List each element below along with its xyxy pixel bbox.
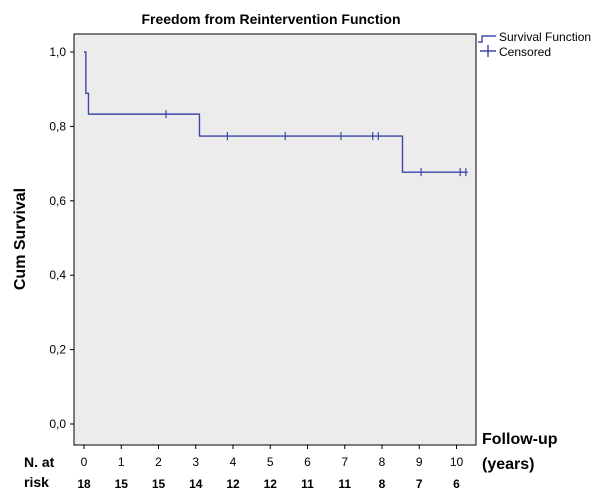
y-tick-label: 0,4 bbox=[49, 268, 66, 282]
x-axis: 0 1 2 3 4 5 6 7 8 9 10 bbox=[81, 445, 464, 469]
x-tick-label: 10 bbox=[450, 455, 464, 469]
chart-title: Freedom from Reintervention Function bbox=[141, 11, 400, 27]
risk-count: 8 bbox=[379, 477, 386, 490]
x-tick-label: 4 bbox=[230, 455, 237, 469]
risk-count: 18 bbox=[77, 477, 91, 490]
x-tick-label: 5 bbox=[267, 455, 274, 469]
series-layer bbox=[84, 51, 468, 177]
risk-count: 6 bbox=[453, 477, 460, 490]
x-axis-label-line1: Follow-up bbox=[482, 431, 558, 448]
x-tick-label: 9 bbox=[416, 455, 423, 469]
y-tick-label: 0,0 bbox=[49, 417, 66, 431]
risk-label-line2: risk bbox=[24, 474, 49, 490]
y-tick-label: 1,0 bbox=[49, 45, 66, 59]
legend-censored-swatch bbox=[480, 45, 496, 57]
y-tick-label: 0,2 bbox=[49, 343, 66, 357]
legend-survival-label: Survival Function bbox=[499, 30, 591, 44]
legend-survival-swatch bbox=[478, 35, 496, 43]
legend: Survival Function Censored bbox=[478, 30, 591, 59]
x-tick-label: 8 bbox=[379, 455, 386, 469]
x-axis-label-line2: (years) bbox=[482, 456, 534, 473]
x-tick-label: 2 bbox=[155, 455, 162, 469]
x-tick-label: 3 bbox=[192, 455, 199, 469]
legend-censored-label: Censored bbox=[499, 45, 551, 59]
risk-count: 15 bbox=[115, 477, 129, 490]
x-tick-label: 7 bbox=[341, 455, 348, 469]
y-axis: 0,0 0,2 0,4 0,6 0,8 1,0 bbox=[49, 45, 74, 431]
risk-count: 7 bbox=[416, 477, 423, 490]
x-tick-label: 1 bbox=[118, 455, 125, 469]
risk-count: 11 bbox=[338, 477, 351, 490]
risk-count: 14 bbox=[189, 477, 203, 490]
plot-area bbox=[73, 33, 477, 446]
x-tick-label: 6 bbox=[304, 455, 311, 469]
survival-function-line bbox=[84, 51, 468, 173]
risk-table-row: 18 15 15 14 12 12 11 11 8 7 6 bbox=[77, 477, 460, 490]
x-tick-label: 0 bbox=[81, 455, 88, 469]
y-axis-label: Cum Survival bbox=[12, 188, 29, 290]
y-tick-label: 0,8 bbox=[49, 119, 66, 133]
risk-count: 12 bbox=[264, 477, 278, 490]
risk-label-line1: N. at bbox=[24, 454, 55, 470]
risk-count: 15 bbox=[152, 477, 166, 490]
risk-count: 12 bbox=[226, 477, 240, 490]
risk-count: 11 bbox=[301, 477, 314, 490]
y-tick-label: 0,6 bbox=[49, 194, 66, 208]
